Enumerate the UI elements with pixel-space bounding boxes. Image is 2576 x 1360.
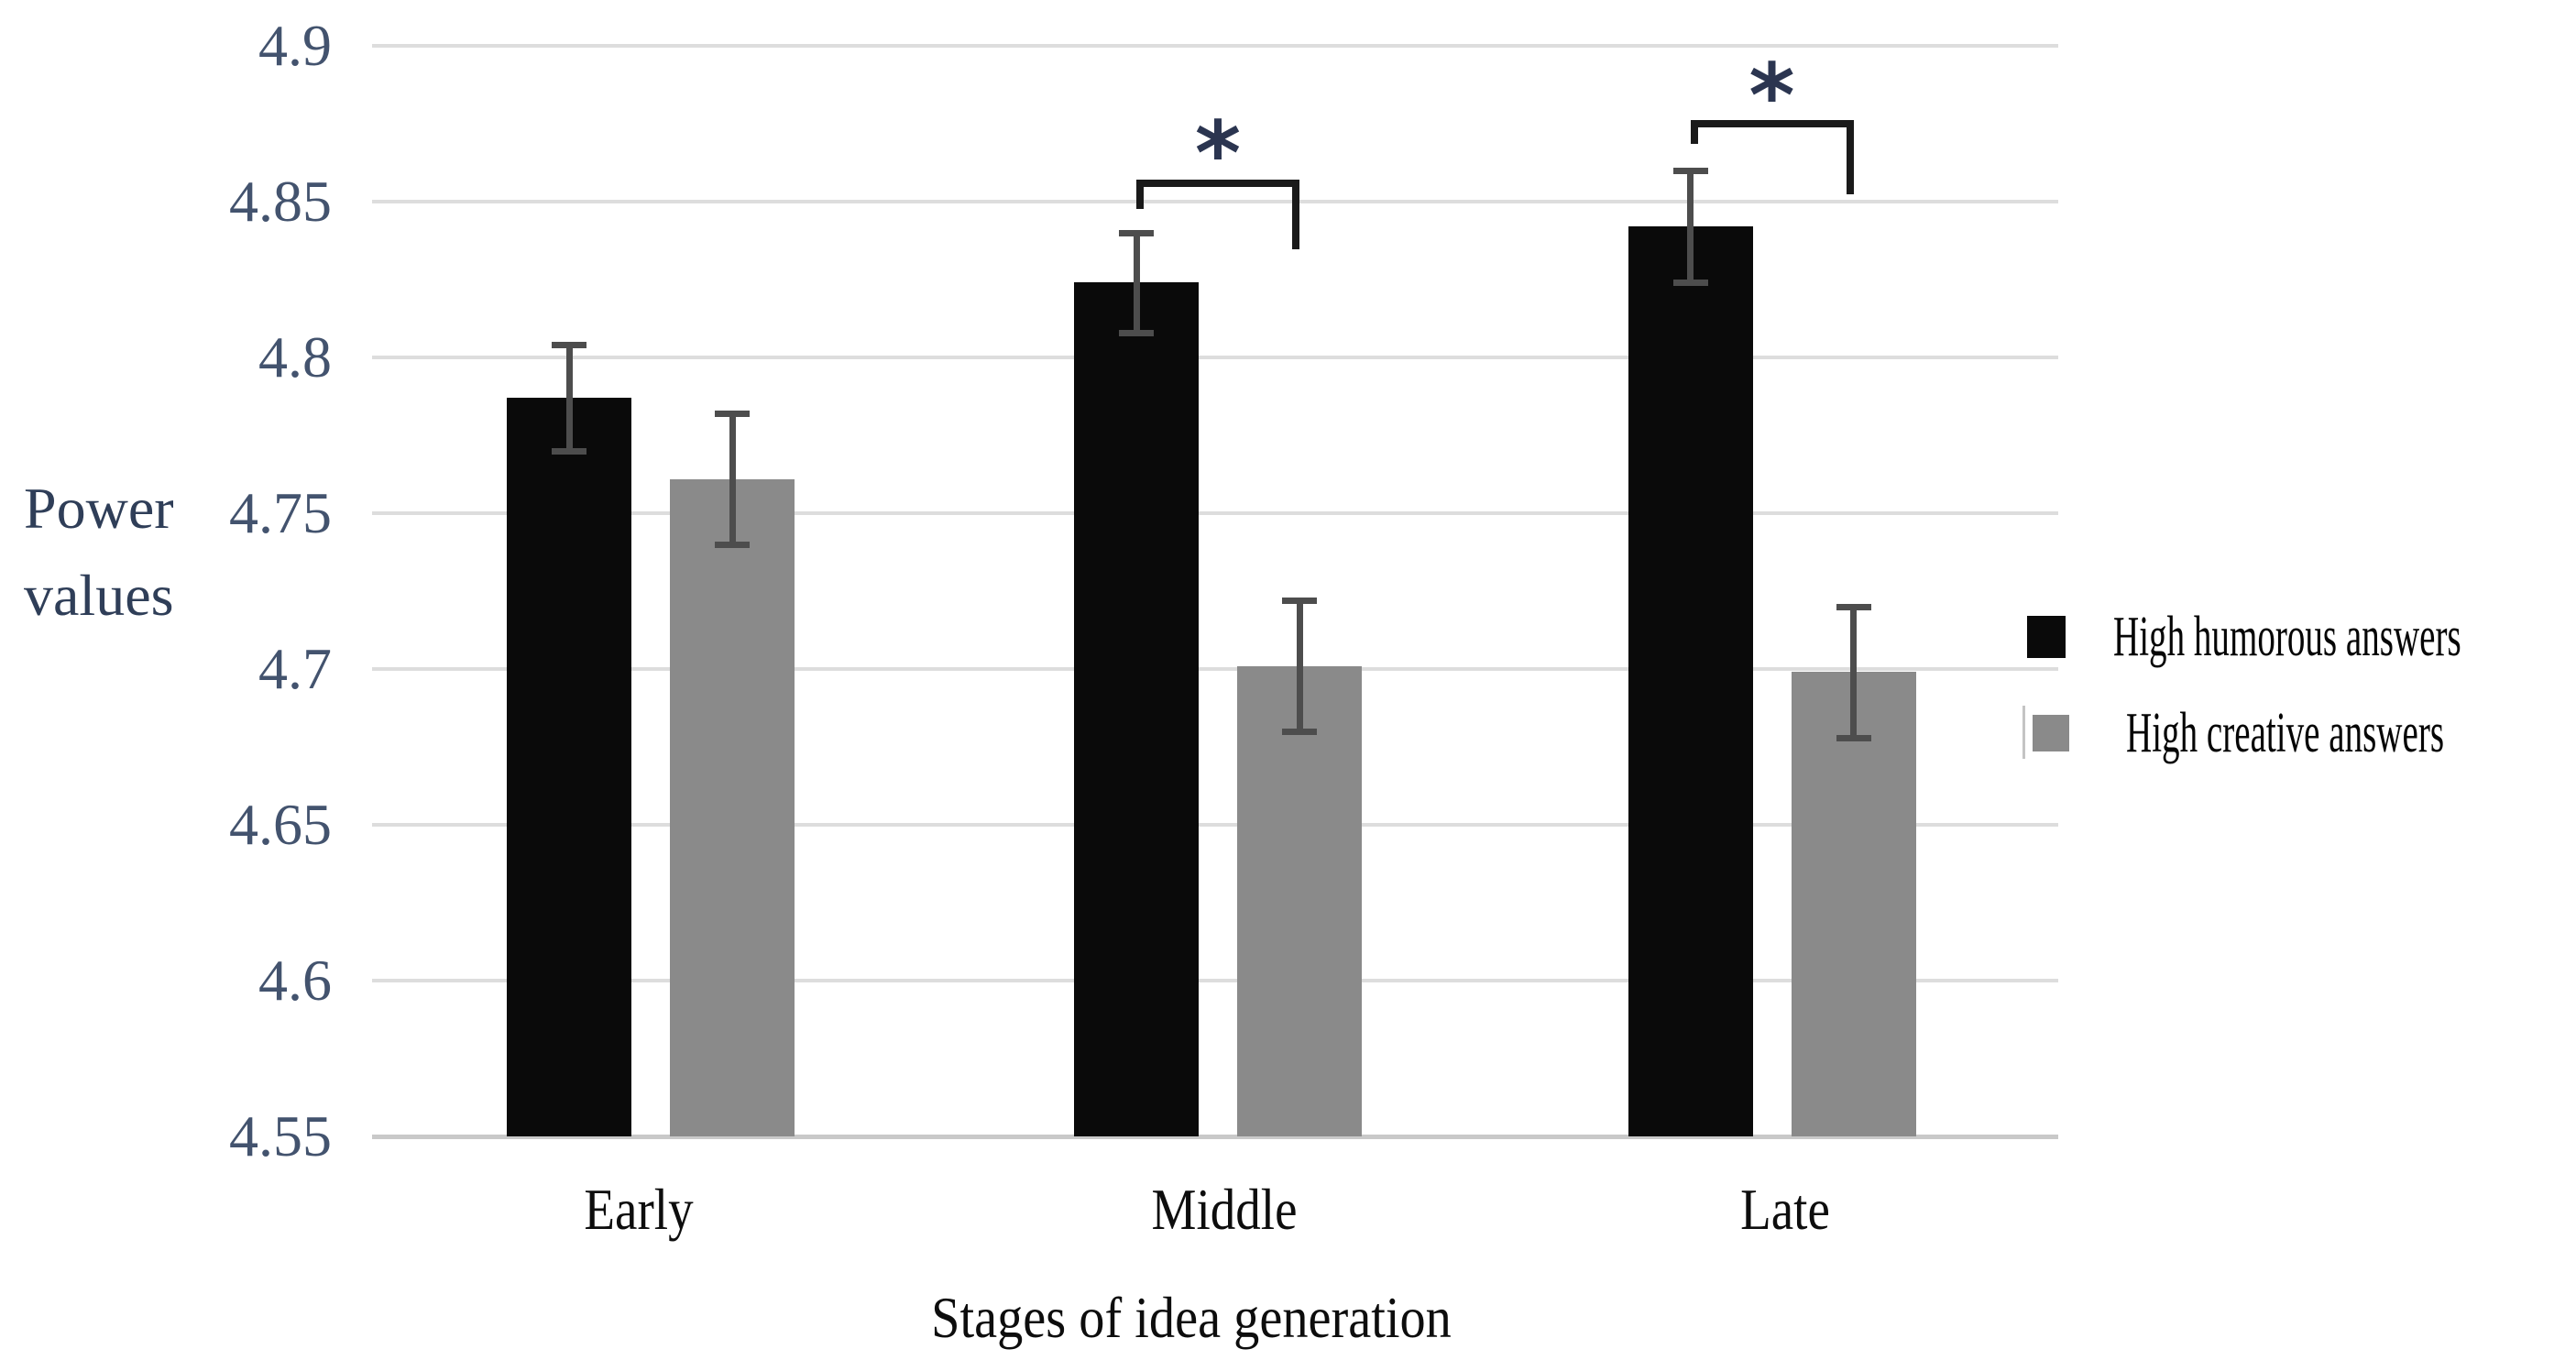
error-bar (1133, 233, 1140, 333)
error-bar-bottom-cap (1282, 729, 1317, 735)
error-bar-top-cap (715, 411, 750, 418)
gridline (372, 511, 2058, 515)
significance-asterisk: * (1748, 45, 1795, 148)
error-bar (1850, 607, 1857, 738)
error-bar (729, 413, 736, 544)
legend-swatch-humorous (2027, 616, 2066, 658)
significance-bracket-right-leg (1846, 120, 1854, 194)
error-bar-top-cap (1282, 598, 1317, 605)
significance-bracket (1136, 180, 1299, 187)
legend-artifact-line (2022, 706, 2025, 759)
significance-bracket-right-leg (1292, 180, 1299, 249)
bar-humorous-late (1628, 226, 1753, 1136)
y-axis-title: Power values (24, 465, 244, 639)
y-tick-label: 4.55 (229, 1103, 332, 1168)
gridline (372, 667, 2058, 671)
x-category-label: Late (1740, 1177, 1830, 1242)
bar-humorous-early (507, 398, 631, 1136)
error-bar-bottom-cap (1119, 329, 1154, 336)
error-bar-bottom-cap (552, 448, 586, 455)
bar-creative-middle (1237, 665, 1362, 1136)
error-bar-top-cap (1836, 604, 1871, 610)
y-axis-title-line1: Power (24, 476, 174, 541)
x-axis-baseline (372, 1135, 2058, 1139)
y-tick-label: 4.8 (258, 324, 332, 389)
significance-asterisk: * (1194, 103, 1242, 205)
error-bar-bottom-cap (715, 542, 750, 548)
significance-bracket-left-leg (1136, 180, 1144, 209)
y-tick-label: 4.85 (229, 169, 332, 234)
x-category-label: Early (584, 1177, 694, 1242)
gridline (372, 200, 2058, 203)
y-axis-title-line2: values (24, 563, 174, 628)
y-tick-label: 4.65 (229, 792, 332, 857)
legend-label-creative: High creative answers (2126, 702, 2445, 764)
error-bar-bottom-cap (1836, 734, 1871, 741)
x-category-label: Middle (1151, 1177, 1298, 1242)
x-axis-title: Stages of idea generation (931, 1285, 1452, 1350)
legend-label-humorous: High humorous answers (2113, 606, 2461, 668)
error-bar (1296, 600, 1303, 731)
error-bar-top-cap (1672, 168, 1708, 174)
error-bar (1687, 170, 1694, 283)
significance-bracket-left-leg (1690, 120, 1698, 144)
bar-creative-late (1791, 672, 1916, 1136)
legend-swatch-creative (2033, 715, 2069, 751)
y-tick-label: 4.7 (258, 636, 332, 701)
gridline (372, 823, 2058, 827)
gridline (372, 44, 2058, 48)
error-bar (565, 345, 573, 451)
y-tick-label: 4.6 (258, 948, 332, 1013)
bar-humorous-middle (1074, 282, 1199, 1136)
gridline (372, 979, 2058, 982)
significance-bracket (1690, 120, 1854, 127)
error-bar-top-cap (1119, 230, 1154, 236)
y-tick-label: 4.9 (258, 13, 332, 78)
error-bar-bottom-cap (1672, 280, 1708, 287)
y-tick-label: 4.75 (229, 480, 332, 545)
gridline (372, 356, 2058, 359)
error-bar-top-cap (552, 342, 586, 349)
bar-creative-early (670, 478, 795, 1136)
